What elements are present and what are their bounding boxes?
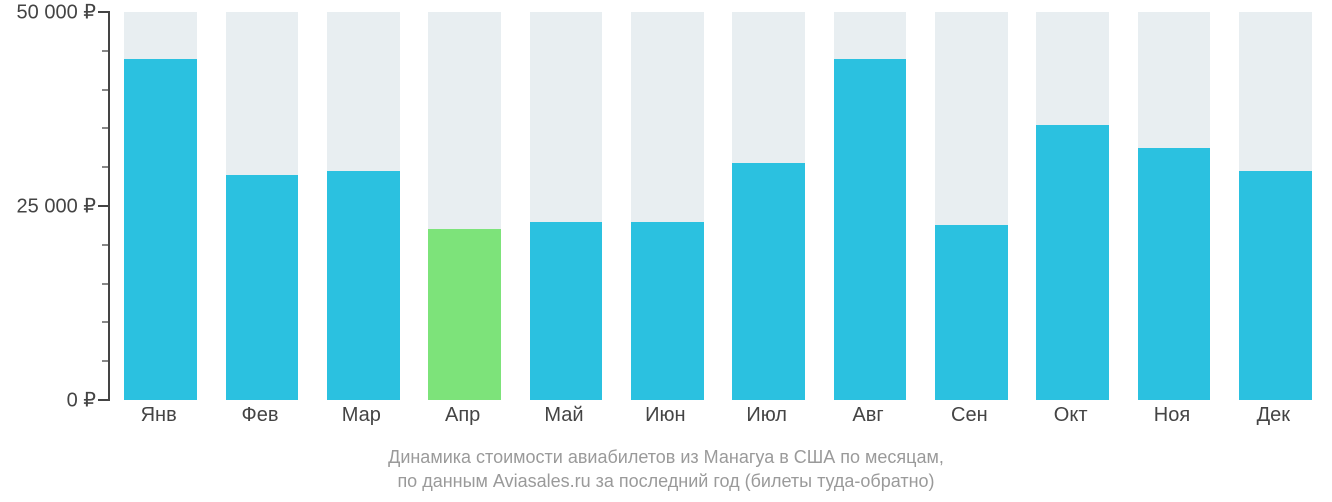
bar xyxy=(428,229,501,400)
y-tick-label: 25 000 ₽ xyxy=(17,194,96,219)
bar xyxy=(530,222,603,400)
x-tick-label: Ноя xyxy=(1154,404,1190,427)
x-tick-label: Авг xyxy=(852,404,883,427)
x-tick-label: Апр xyxy=(445,404,480,427)
bar xyxy=(1036,125,1109,400)
bar xyxy=(124,59,197,400)
chart-caption: Динамика стоимости авиабилетов из Манагу… xyxy=(0,445,1332,494)
bar xyxy=(631,222,704,400)
y-tick-label: 50 000 ₽ xyxy=(17,0,96,25)
plot-area xyxy=(108,12,1324,400)
x-tick-label: Май xyxy=(544,404,583,427)
x-tick-label: Июл xyxy=(746,404,787,427)
x-tick-label: Мар xyxy=(342,404,381,427)
x-tick-label: Дек xyxy=(1257,404,1290,427)
bar xyxy=(834,59,907,400)
x-tick-label: Фев xyxy=(242,404,279,427)
y-axis: 0 ₽ 25 000 ₽ 50 000 ₽ xyxy=(0,0,108,502)
x-tick-label: Окт xyxy=(1054,404,1088,427)
bar xyxy=(1239,171,1312,400)
bar xyxy=(1138,148,1211,400)
bar xyxy=(935,225,1008,400)
x-tick-label: Янв xyxy=(141,404,177,427)
price-by-month-chart: 0 ₽ 25 000 ₽ 50 000 ₽ Динамика стоимости а… xyxy=(0,0,1332,502)
bar xyxy=(327,171,400,400)
bar xyxy=(226,175,299,400)
bar xyxy=(732,163,805,400)
caption-line-1: Динамика стоимости авиабилетов из Манагу… xyxy=(0,445,1332,469)
y-tick-label: 0 ₽ xyxy=(67,388,96,413)
caption-line-2: по данным Aviasales.ru за последний год … xyxy=(0,469,1332,493)
x-tick-label: Июн xyxy=(645,404,685,427)
x-tick-label: Сен xyxy=(951,404,988,427)
